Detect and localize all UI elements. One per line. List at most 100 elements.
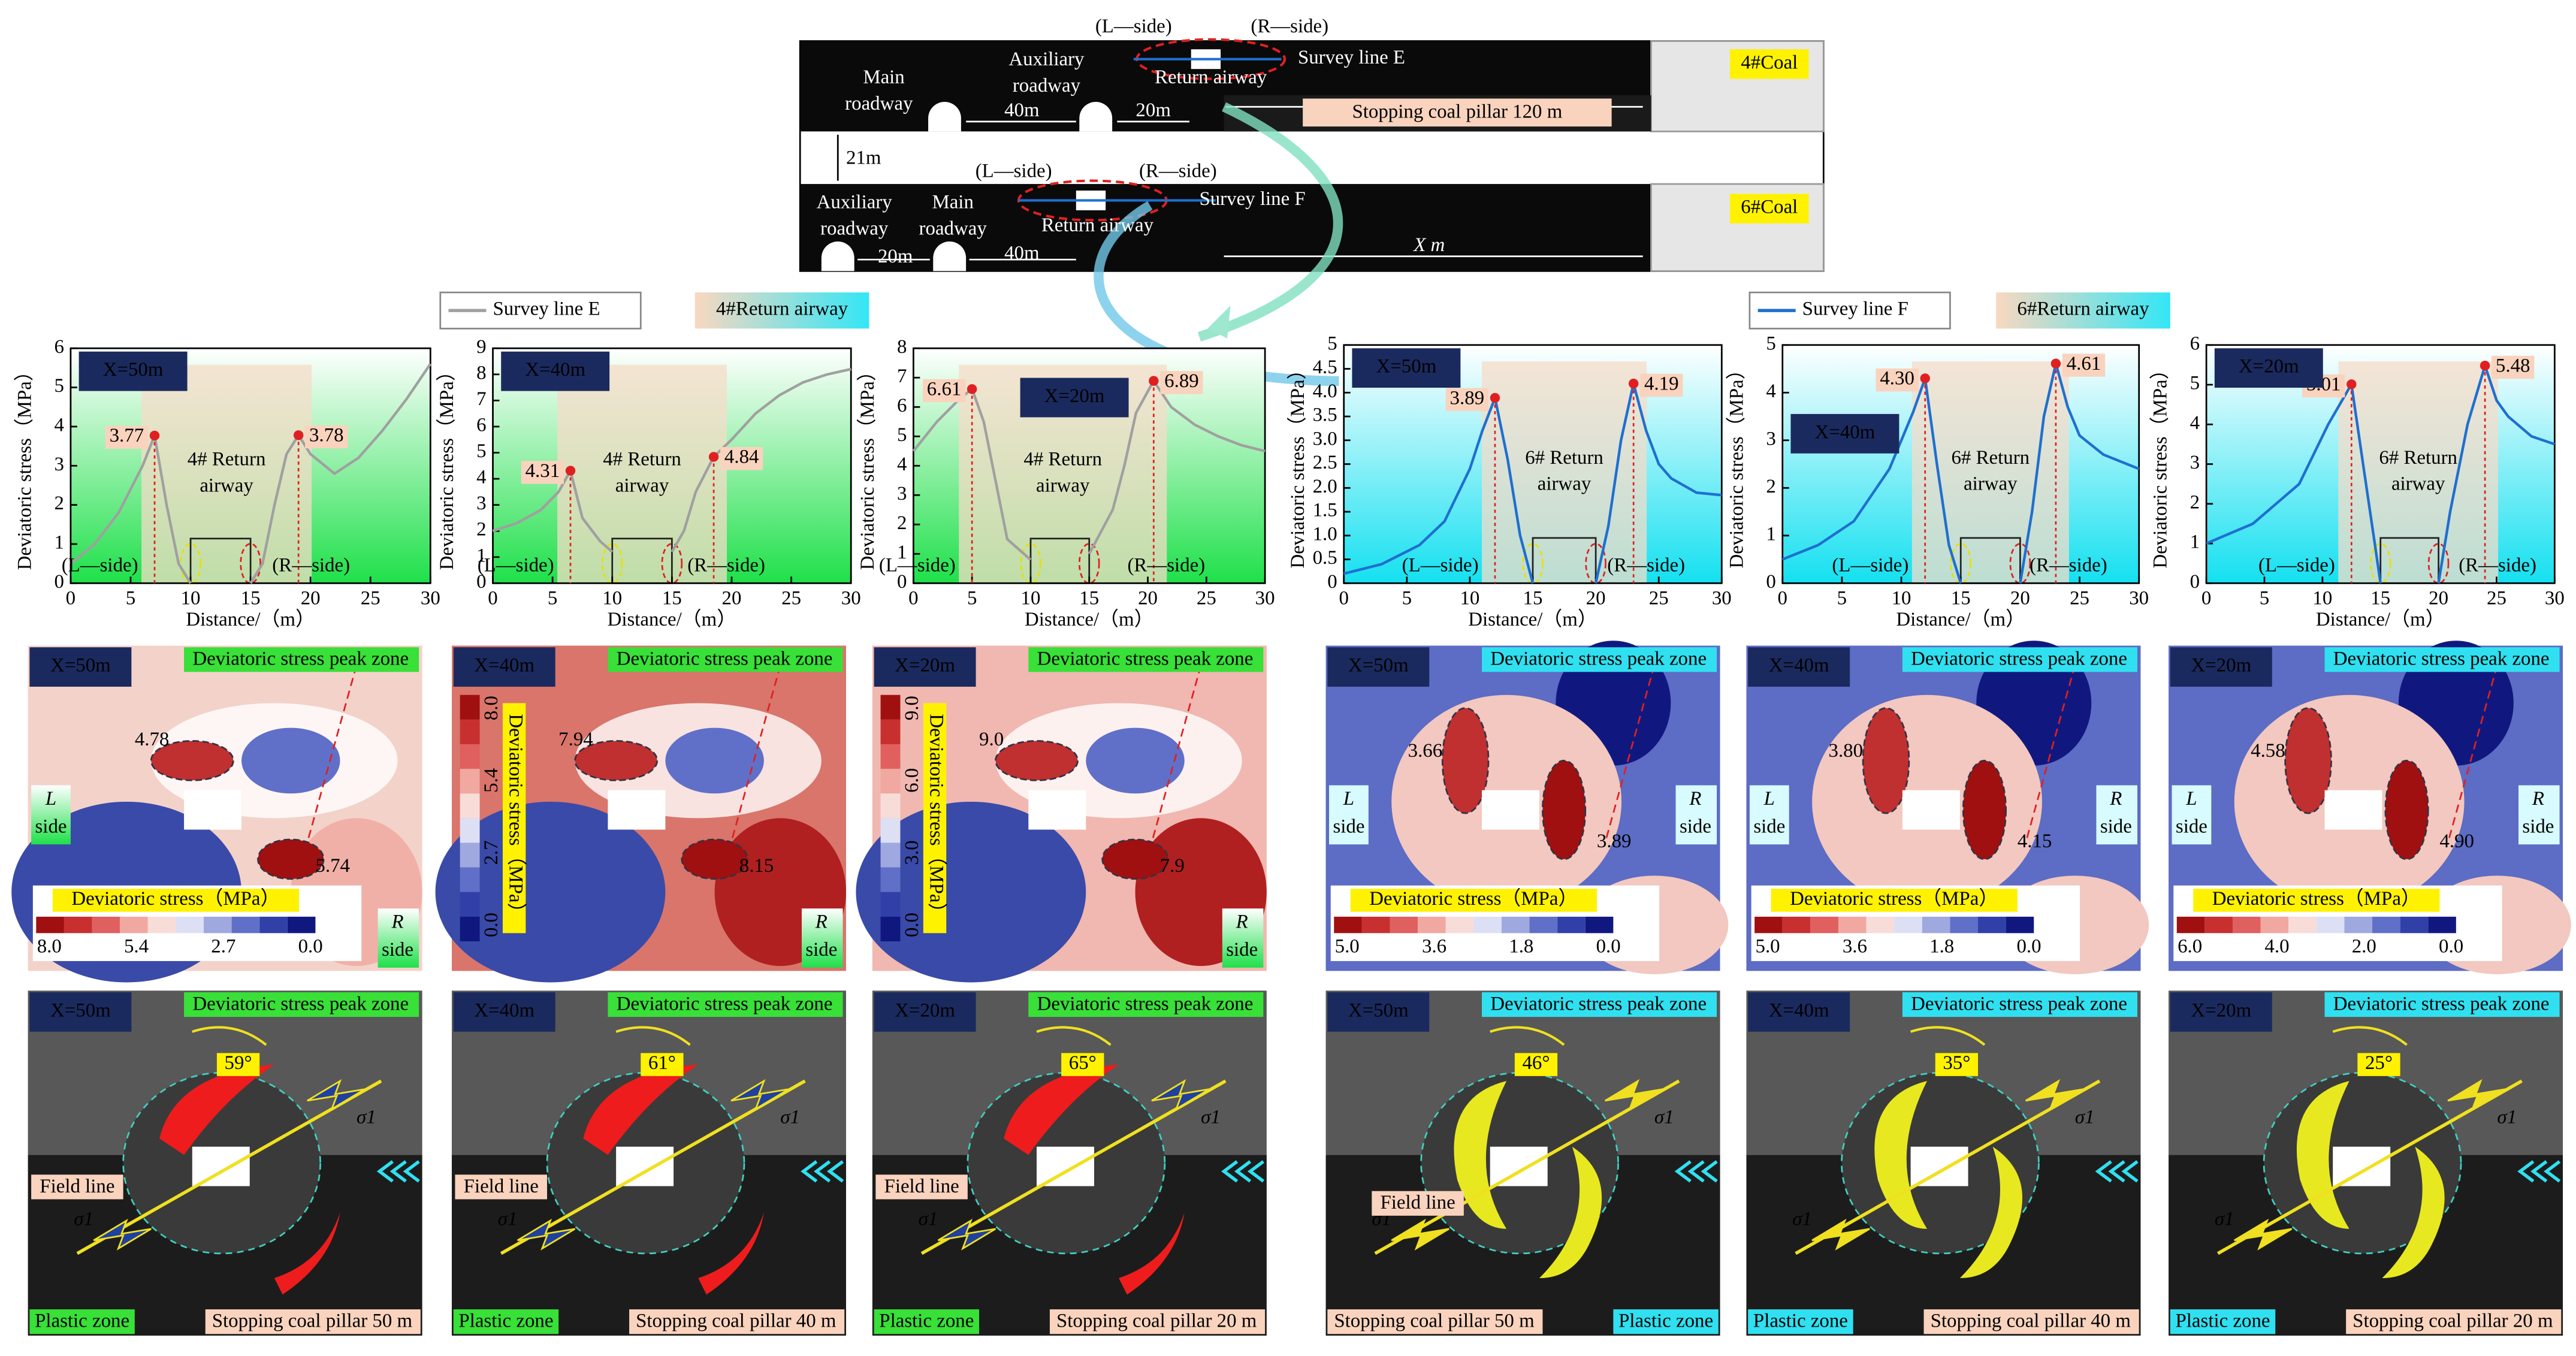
peak-zone-label: Deviatoric stress peak zone	[2333, 648, 2550, 670]
legend-label: Survey line E	[493, 298, 600, 320]
peak-label: 4.30	[1880, 368, 1914, 389]
field-line-label: Field line	[884, 1176, 959, 1197]
roadway	[2324, 790, 2382, 830]
stress-axis	[76, 1079, 382, 1255]
peak-zone	[574, 740, 659, 781]
y-tick-label: 2	[2190, 491, 2200, 513]
zone-label: 4# Return	[188, 449, 266, 470]
pillar-label: Stopping coal pillar 20 m	[1056, 1310, 1257, 1332]
x-tick-label: 0	[66, 587, 76, 609]
angle-label: 25°	[2365, 1052, 2393, 1074]
zone-label: 4# Return	[1023, 449, 1102, 470]
plastic-zone-label: Plastic zone	[1618, 1310, 1713, 1332]
angle-label: 61°	[648, 1052, 676, 1074]
colorbar-tick: 2.0	[2352, 936, 2376, 958]
side-label: (L—side)	[2258, 554, 2335, 576]
x-axis-label: Distance/（m）	[2316, 609, 2445, 630]
x-tick-label: 25	[2487, 587, 2506, 609]
side-box	[1675, 785, 1717, 845]
pillar-label: Stopping coal pillar 40 m	[1931, 1310, 2131, 1332]
y-tick-label: 0	[54, 571, 64, 593]
side-label: (R—side)	[2459, 554, 2536, 576]
flow-arrow	[1197, 102, 1343, 342]
flow-arrow	[1207, 305, 1231, 339]
peak-marker	[2050, 358, 2061, 369]
peak-zone-shape	[1874, 1081, 1928, 1229]
colorbar-cell	[460, 867, 480, 892]
peak-zone-shape	[1539, 1146, 1602, 1279]
colorbar-cell	[1473, 916, 1502, 934]
peak-zone-shape	[1959, 1146, 2023, 1279]
x-tick-label: 30	[1255, 587, 1275, 609]
contour-value: 3.89	[1597, 830, 1632, 852]
x-tick-label: 5	[2260, 587, 2269, 609]
x-tick-label: 0	[908, 587, 918, 609]
peak-label: 4.19	[1644, 373, 1679, 394]
roadway	[1910, 1146, 1968, 1186]
colorbar-title: Deviatoric stress（MPa）	[925, 714, 947, 922]
side-label: R	[1689, 788, 1701, 810]
colorbar-cell	[2232, 916, 2261, 934]
peak-zone-label: Deviatoric stress peak zone	[1037, 993, 1254, 1014]
colorbar-cell	[1894, 916, 1922, 934]
roadway-edge	[661, 543, 683, 584]
angle-label: 59°	[225, 1052, 252, 1074]
chevrons	[376, 1160, 420, 1183]
peak-marker	[293, 430, 304, 440]
peak-zone-box	[2324, 992, 2560, 1017]
data-line	[492, 367, 851, 553]
peak-zone-label: Deviatoric stress peak zone	[1490, 993, 1707, 1014]
colorbar-title-box	[923, 703, 947, 934]
roadway	[2333, 1146, 2391, 1186]
y-tick-label: 3.5	[1313, 404, 1337, 426]
side-box	[31, 785, 71, 845]
side-label: side	[1680, 816, 1711, 837]
colorbar-cell	[460, 842, 480, 868]
roadway-edge	[1950, 543, 1972, 584]
chevrons	[2517, 1160, 2561, 1183]
pillar-label: Stopping coal pillar 50 m	[1334, 1310, 1535, 1332]
colorbar-cell	[2288, 916, 2317, 934]
sigma-arrow	[2447, 1079, 2506, 1111]
legend-box	[1996, 292, 2170, 329]
x-tick-label: 10	[1460, 587, 1479, 609]
colorbar-cell	[1754, 916, 1783, 934]
side-box	[2096, 785, 2137, 845]
x-tick-label: 15	[241, 587, 261, 609]
roadway-edge	[601, 543, 623, 584]
colorbar-cell	[460, 719, 480, 744]
label: Survey line F	[1199, 188, 1305, 210]
plastic-zone-box	[1748, 1309, 1853, 1334]
chevrons	[2095, 1160, 2139, 1183]
stress-axis	[920, 1079, 1227, 1255]
colorbar-cell	[176, 916, 204, 934]
side-label: (L—side)	[478, 554, 554, 576]
panel-label: X=50m	[1348, 655, 1409, 677]
contour-value: 4.78	[135, 729, 170, 750]
return-airway-zone	[2338, 361, 2499, 584]
peak-zone-shape	[583, 1064, 699, 1155]
peak-zone-box	[2324, 647, 2560, 672]
peak-label: 5.48	[2496, 355, 2530, 376]
x-tick-label: 0	[1778, 587, 1787, 609]
colorbar-cell	[2204, 916, 2233, 934]
label: Auxiliary	[817, 192, 893, 213]
panel-label: X=20m	[2239, 356, 2299, 377]
x-tick-label: 25	[1197, 587, 1216, 609]
side-label: side	[35, 816, 67, 837]
angle-arc	[1036, 1026, 1112, 1046]
colorbar-tick: 0.0	[2016, 936, 2041, 958]
field-line-box	[1372, 1191, 1464, 1216]
chevrons	[1674, 1160, 1718, 1183]
colorbar-cell	[1585, 916, 1614, 934]
y-tick-label: 4	[2190, 412, 2200, 434]
stress-axis	[1374, 1079, 1680, 1255]
y-tick-label: 4.0	[1313, 380, 1337, 402]
peak-zone-label: Deviatoric stress peak zone	[192, 648, 409, 670]
y-tick-label: 1	[54, 532, 64, 554]
angle-box	[641, 1053, 684, 1076]
stress-region	[241, 727, 340, 794]
colorbar-cell	[2316, 916, 2345, 934]
y-tick-label: 9	[476, 336, 486, 358]
